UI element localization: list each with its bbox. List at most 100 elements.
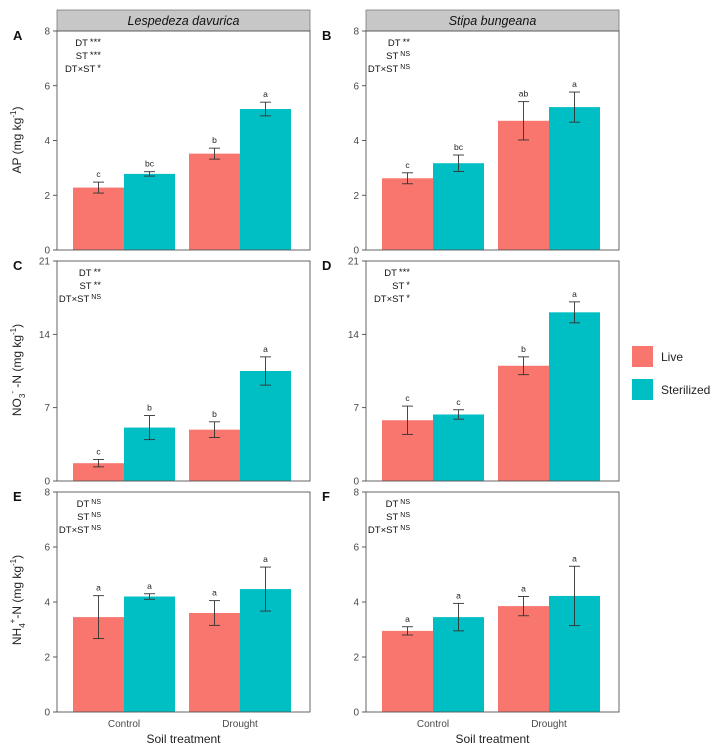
legend-swatch-sterilized: [632, 379, 653, 400]
panel-letter-B: B: [322, 28, 331, 43]
y-tick-label: 2: [353, 191, 359, 202]
panel-B: B 0 2 4 6 8 c bc ab a DT ** ST NS DT×ST NS: [322, 27, 620, 257]
stat-D-0: DT ***: [384, 267, 410, 279]
x-axis-title-left: Soil treatment: [146, 732, 221, 746]
stat-B-2: DT×ST NS: [368, 64, 410, 75]
panel-A: A 0 2 4 6 8 c bc b a DT ***ST ***DT×ST *: [13, 27, 311, 257]
y-tick-label: 2: [44, 191, 50, 202]
sig-letter-C-sterilized-control: b: [147, 403, 152, 413]
y-tick-label: 7: [44, 403, 50, 414]
y-tick-label: 8: [353, 27, 359, 38]
y-tick-label: 8: [353, 488, 359, 499]
sig-letter-E-sterilized-control: a: [147, 581, 152, 591]
strip-left: Lespedeza davurica: [56, 9, 311, 32]
legend: Live Sterilized: [632, 340, 710, 406]
y-tick-label: 0: [44, 708, 50, 719]
sig-letter-A-sterilized-drought: a: [263, 89, 268, 99]
sig-letter-A-live-drought: b: [212, 135, 217, 145]
panel-letter-D: D: [322, 258, 331, 273]
sig-letter-F-live-control: a: [405, 614, 410, 624]
bar-B-sterilized-drought: [549, 107, 600, 250]
strip-title-right: Stipa bungeana: [449, 14, 537, 28]
y-tick-label: 21: [348, 257, 360, 268]
y-tick-label: 0: [353, 246, 359, 257]
stat-E-1: ST NS: [77, 512, 101, 523]
error-bar-C-sterilized-drought: [260, 356, 271, 386]
stat-A-2: DT×ST *: [65, 63, 101, 75]
sig-letter-B-sterilized-control: bc: [454, 142, 464, 152]
bar-F-live-control: [382, 630, 433, 712]
stat-E-0: DT NS: [77, 499, 102, 510]
y-tick-label: 6: [44, 81, 50, 92]
stat-C-0: DT **: [79, 267, 101, 279]
panel-F: F 0 2 4 6 8 a a a a DT NS ST NS DT×ST NS: [322, 488, 620, 719]
x-tick-control-left: Control: [108, 719, 140, 730]
ylabel-NO3: NO3- -N (mg kg-1): [8, 324, 27, 416]
panel-frame-A: [56, 30, 311, 251]
panel-frame-E: [56, 491, 311, 713]
error-bar-C-live-control: [93, 459, 104, 468]
error-bar-A-sterilized-drought: [260, 101, 271, 117]
error-bar-A-sterilized-control: [144, 171, 155, 177]
error-bar-D-live-drought: [518, 356, 529, 376]
error-bar-E-sterilized-drought: [260, 566, 271, 612]
svg-text:NO3- -N (mg kg-1): NO3- -N (mg kg-1): [8, 324, 27, 416]
x-axis-left: Control Drought Soil treatment: [108, 719, 258, 746]
y-tick-label: 14: [348, 330, 360, 341]
bar-D-sterilized-control: [433, 414, 484, 481]
x-axis-right: Control Drought Soil treatment: [417, 719, 567, 746]
bar-A-sterilized-control: [124, 173, 175, 250]
sig-letter-A-sterilized-control: bc: [145, 159, 155, 169]
bar-A-live-drought: [189, 153, 240, 250]
stat-C-1: ST **: [79, 280, 101, 292]
panel-frame-F: [365, 491, 620, 713]
bar-E-sterilized-control: [124, 596, 175, 712]
y-tick-label: 6: [44, 543, 50, 554]
bar-E-live-drought: [189, 613, 240, 712]
stat-F-0: DT NS: [386, 499, 411, 510]
bar-F-live-drought: [498, 606, 549, 712]
svg-text:NH4+-N (mg kg-1): NH4+-N (mg kg-1): [8, 555, 27, 645]
y-tick-label: 8: [44, 27, 50, 38]
sig-letter-F-sterilized-control: a: [456, 590, 461, 600]
sig-letter-D-live-drought: b: [521, 344, 526, 354]
stat-A-0: DT ***: [75, 37, 101, 49]
stat-F-1: ST NS: [386, 512, 410, 523]
sig-letter-C-sterilized-drought: a: [263, 344, 268, 354]
y-tick-label: 6: [353, 81, 359, 92]
sig-letter-E-live-control: a: [96, 583, 101, 593]
y-tick-label: 0: [353, 477, 359, 488]
legend-item-live: Live: [632, 340, 710, 373]
sig-letter-F-live-drought: a: [521, 584, 526, 594]
error-bar-B-sterilized-drought: [569, 91, 580, 123]
panel-letter-A: A: [13, 28, 23, 43]
y-tick-label: 4: [353, 598, 359, 609]
error-bar-E-live-drought: [209, 600, 220, 626]
sig-letter-D-live-control: c: [405, 393, 410, 403]
error-bar-B-live-control: [402, 172, 413, 185]
y-tick-label: 8: [44, 488, 50, 499]
bar-B-live-control: [382, 178, 433, 250]
stat-D-2: DT×ST *: [374, 293, 410, 305]
stat-B-0: DT **: [388, 37, 410, 49]
bar-C-sterilized-drought: [240, 371, 291, 481]
panel-D: D 0 7 14 21 c c b a DT ***ST *DT×ST *: [322, 257, 620, 488]
ylabel-AP: AP (mg kg-1): [9, 107, 24, 174]
error-bar-A-live-control: [93, 181, 104, 194]
error-bar-D-live-control: [402, 405, 413, 435]
svg-text:AP (mg kg-1): AP (mg kg-1): [9, 107, 24, 174]
y-tick-label: 14: [39, 330, 51, 341]
x-axis-title-right: Soil treatment: [455, 732, 530, 746]
strip-title-left: Lespedeza davurica: [128, 14, 240, 28]
sig-letter-E-sterilized-drought: a: [263, 554, 268, 564]
panel-C: C 0 7 14 21 c b b a DT **ST ** DT×ST NS: [13, 257, 311, 488]
y-tick-label: 0: [44, 246, 50, 257]
sig-letter-A-live-control: c: [96, 169, 101, 179]
bar-C-live-drought: [189, 429, 240, 481]
error-bar-E-live-control: [93, 595, 104, 640]
y-tick-label: 21: [39, 257, 51, 268]
sig-letter-C-live-control: c: [96, 447, 101, 457]
error-bar-F-sterilized-drought: [569, 565, 580, 627]
